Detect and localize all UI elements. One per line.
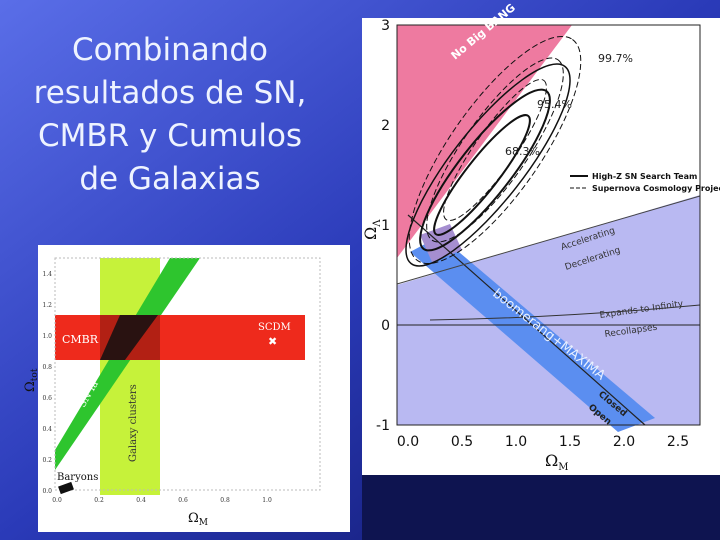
contour xyxy=(443,78,547,222)
contour xyxy=(433,114,531,236)
slide-title: Combinando resultados de SN, CMBR y Cumu… xyxy=(34,32,307,197)
scdm-marker: ✖ xyxy=(268,335,277,348)
x-tick-label: 0.0 xyxy=(52,497,62,504)
cmb-band xyxy=(410,236,655,432)
title-line: de Galaxias xyxy=(79,161,260,197)
y-ticks: 1.4 1.2 1.0 0.8 0.6 0.4 0.2 0.0 xyxy=(42,271,52,495)
title-line: CMBR y Cumulos xyxy=(38,118,302,154)
x-tick-label: 0.8 xyxy=(220,497,230,504)
acceleration-line xyxy=(396,195,701,285)
x-tick-label: 0.5 xyxy=(451,434,473,450)
x-tick-label: 1.0 xyxy=(505,434,527,450)
accelerating-region xyxy=(397,195,700,425)
x-ticks: 0.0 0.2 0.4 0.6 0.8 1.0 xyxy=(52,497,272,504)
y-tick-label: 1 xyxy=(381,218,390,234)
band-label: CMBR xyxy=(62,333,99,346)
contour xyxy=(405,63,571,267)
y-tick-label: 1.2 xyxy=(42,302,52,309)
recollapse-line xyxy=(429,304,701,321)
y-tick-label: 0.4 xyxy=(42,426,52,433)
left-figure: CMBR SCDM ✖ SN Ia Galaxy clusters Baryon… xyxy=(23,245,350,532)
figure-background xyxy=(38,245,350,532)
y-tick-label: 1.0 xyxy=(42,333,52,340)
band-label: Baryons xyxy=(57,472,98,483)
y-tick-label: 0.0 xyxy=(42,488,52,495)
y-ticks: 3 2 1 0 -1 xyxy=(376,18,390,434)
y-axis-label: Ωtot xyxy=(23,368,40,392)
cmbr-band xyxy=(55,315,305,360)
x-tick-label: 0.6 xyxy=(178,497,188,504)
contour-label: 68.3% xyxy=(505,145,540,158)
legend-label: Supernova Cosmology Project xyxy=(592,184,720,193)
y-axis-symbol: Ω xyxy=(23,381,38,392)
contours xyxy=(405,35,582,267)
x-tick-label: 0.0 xyxy=(397,434,419,450)
y-axis-subscript: Λ xyxy=(372,219,383,228)
x-tick-label: 0.4 xyxy=(136,497,146,504)
no-big-bang-region xyxy=(397,25,572,258)
y-tick-label: 3 xyxy=(381,18,390,34)
x-axis-label: ΩM xyxy=(545,451,569,473)
plot-frame xyxy=(54,257,321,491)
x-tick-label: 1.0 xyxy=(262,497,272,504)
legend-label: High-Z SN Search Team xyxy=(592,172,697,181)
bottom-band xyxy=(362,475,720,540)
title-line: Combinando xyxy=(72,32,268,68)
flat-line xyxy=(407,214,646,426)
x-axis-subscript: M xyxy=(199,518,208,528)
y-axis-subscript: tot xyxy=(30,368,40,381)
x-ticks: 0.0 0.5 1.0 1.5 2.0 2.5 xyxy=(397,434,689,450)
x-tick-label: 0.2 xyxy=(94,497,104,504)
y-tick-label: 0.6 xyxy=(42,395,52,402)
right-figure: No Big BANG 99.7% 95.4% 68.3% High-Z SN … xyxy=(361,1,720,475)
y-tick-label: 2 xyxy=(381,118,390,134)
title-line: resultados de SN, xyxy=(34,75,307,111)
x-axis-symbol: Ω xyxy=(545,451,558,470)
y-tick-label: 0.2 xyxy=(42,457,52,464)
y-axis-label: ΩΛ xyxy=(361,219,383,240)
contour-label: 95.4% xyxy=(537,98,572,111)
overlap-core xyxy=(100,315,158,360)
y-tick-label: 0.8 xyxy=(42,364,52,371)
x-axis-subscript: M xyxy=(558,462,568,473)
x-axis-label: ΩM xyxy=(188,511,208,528)
y-tick-label: 1.4 xyxy=(42,271,52,278)
y-tick-label: -1 xyxy=(376,418,390,434)
sn-band xyxy=(55,258,200,470)
x-axis-symbol: Ω xyxy=(188,511,199,526)
y-axis-symbol: Ω xyxy=(361,227,380,240)
band-label: SCDM xyxy=(258,322,291,333)
contour-label: 99.7% xyxy=(598,52,633,65)
band-label: Galaxy clusters xyxy=(128,384,139,462)
plot-frame xyxy=(396,24,701,426)
y-tick-label: 0 xyxy=(381,318,390,334)
contour xyxy=(426,57,564,243)
x-tick-label: 2.0 xyxy=(613,434,635,450)
x-tick-label: 1.5 xyxy=(559,434,581,450)
baryon-marker xyxy=(58,481,74,495)
x-tick-label: 2.5 xyxy=(667,434,689,450)
